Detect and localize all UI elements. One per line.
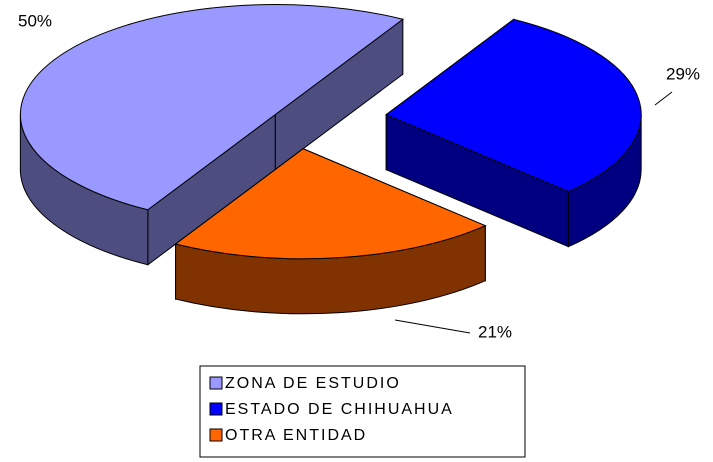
- data-label: 29%: [666, 64, 700, 83]
- slice: [19, 4, 404, 211]
- legend-label: OTRA ENTIDAD: [225, 427, 367, 444]
- legend-swatch: [209, 402, 223, 416]
- slice: [174, 148, 487, 260]
- legend-label: ESTADO DE CHIHUAHUA: [225, 401, 454, 418]
- leader-line: [394, 319, 471, 334]
- data-label: 50%: [18, 11, 52, 30]
- data-label: 21%: [478, 322, 512, 341]
- legend-label: ZONA DE ESTUDIO: [225, 375, 401, 392]
- slice: [385, 18, 642, 193]
- legend-swatch: [209, 376, 223, 390]
- legend-swatch: [209, 428, 223, 442]
- leader-line: [654, 91, 673, 106]
- legend: [199, 365, 526, 458]
